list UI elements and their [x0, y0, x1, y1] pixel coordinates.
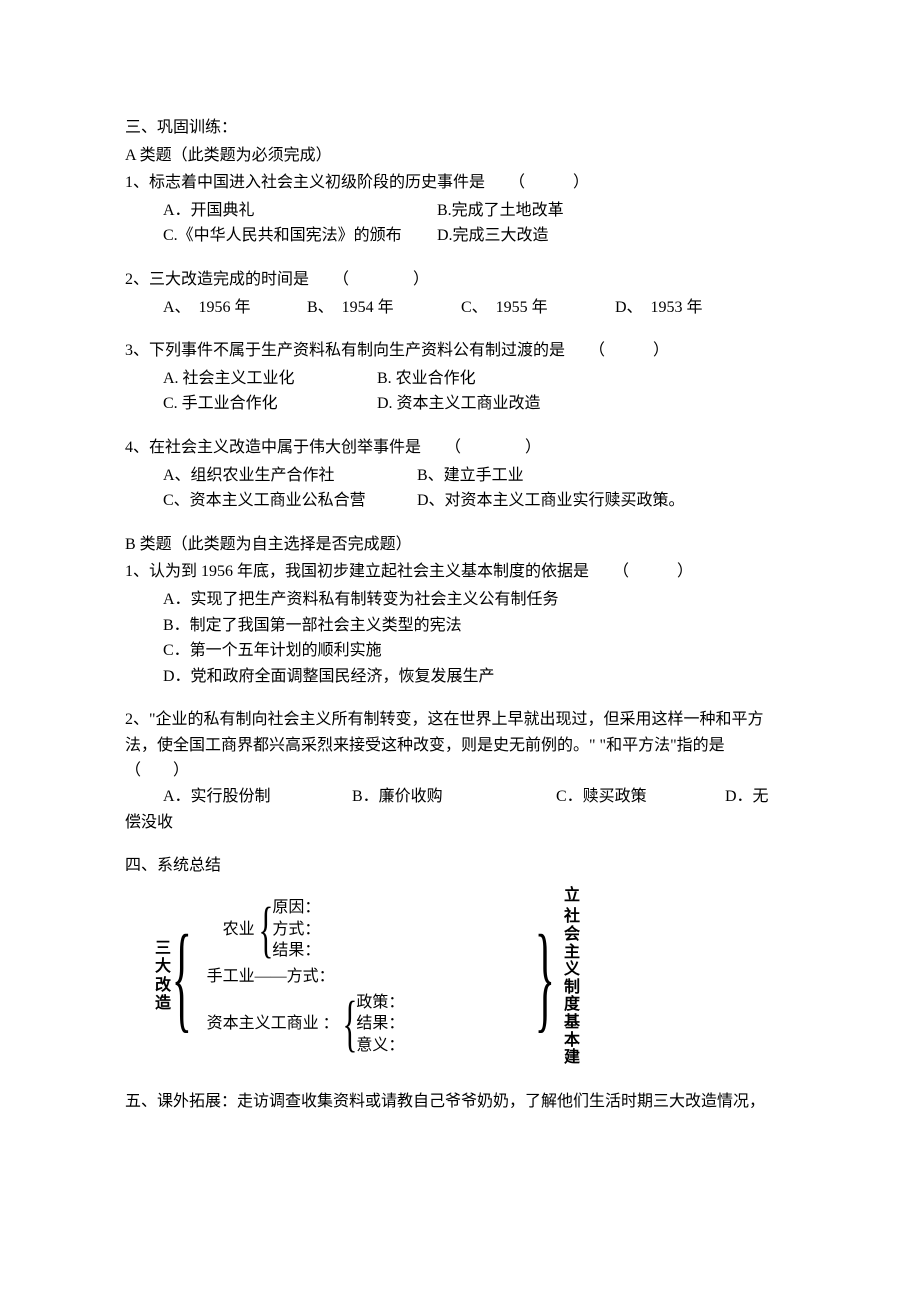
q-a1-opt-a: A．开国典礼	[163, 198, 433, 224]
q-a4-opt-c: C、资本主义工商业公私合营	[163, 488, 413, 514]
nongye-brace-icon: {	[258, 899, 273, 961]
q-b2-tail: 偿没收	[125, 810, 795, 836]
q-a2-text: 2、三大改造完成的时间是 （ ）	[125, 267, 795, 293]
q-a2-opt-b: B、 1954 年	[307, 295, 457, 321]
q-a4-opt-a: A、组织农业生产合作社	[163, 463, 413, 489]
q-a4-opt-b: B、建立手工业	[417, 463, 524, 489]
nongye-reason: 原因：	[272, 897, 320, 919]
q-b2-line1: 2、"企业的私有制向社会主义所有制转变，这在世界上早就出现过，但采用这样一种和平…	[125, 707, 795, 733]
nongye-label: 农业	[193, 917, 259, 943]
r-char-8: 基	[564, 1014, 580, 1032]
q-a2-opt-d: D、 1953 年	[615, 295, 703, 321]
left-brace-icon: {	[172, 917, 192, 1037]
q-b2-opt-c: C．赎买政策	[556, 784, 721, 810]
q-b1-options: A．实现了把生产资料私有制转变为社会主义公有制任务 B．制定了我国第一部社会主义…	[125, 587, 795, 689]
r-char-9: 本	[564, 1032, 580, 1050]
nongye-result: 结果：	[272, 940, 320, 962]
summary-tree: 三 大 改 造 { 农业 { 原因： 方式： 结果： 手工业——方式： 资本主义…	[155, 887, 795, 1067]
r-char-2: 社	[564, 908, 580, 926]
r-char-1: 立	[564, 887, 580, 905]
r-char-6: 制	[564, 979, 580, 997]
q-b1-opt-b: B．制定了我国第一部社会主义类型的宪法	[163, 613, 795, 639]
q-a4-opt-d: D、对资本主义工商业实行赎买政策。	[417, 488, 685, 514]
nongye-method: 方式：	[272, 919, 320, 941]
q-a2-options: A、 1956 年 B、 1954 年 C、 1955 年 D、 1953 年	[125, 295, 795, 321]
ziben-items: 政策： 结果： 意义：	[356, 992, 404, 1057]
r-char-5: 义	[564, 961, 580, 979]
tree-middle: 农业 { 原因： 方式： 结果： 手工业——方式： 资本主义工商业 ： { 政策…	[193, 896, 405, 1057]
q-a3-options: A. 社会主义工业化 B. 农业合作化 C. 手工业合作化 D. 资本主义工商业…	[125, 366, 795, 417]
right-brace-icon: }	[535, 917, 555, 1037]
section-4-heading: 四、系统总结	[125, 853, 795, 879]
ziben-brace-icon: {	[342, 993, 357, 1055]
q-a3-opt-b: B. 农业合作化	[377, 366, 476, 392]
section-3-heading: 三、巩固训练：	[125, 115, 795, 141]
summary-left-char-4: 造	[155, 995, 171, 1013]
q-a1-text: 1、标志着中国进入社会主义初级阶段的历史事件是 （ ）	[125, 170, 795, 196]
q-a1-options: A．开国典礼 B.完成了土地改革 C.《中华人民共和国宪法》的颁布 D.完成三大…	[125, 198, 795, 249]
b-type-heading: B 类题（此类题为自主选择是否完成题）	[125, 532, 795, 558]
shougong-label: 手工业——方式：	[207, 964, 335, 990]
summary-left-char-1: 三	[155, 940, 171, 958]
r-char-7: 度	[564, 996, 580, 1014]
q-b1-text: 1、认为到 1956 年底，我国初步建立起社会主义基本制度的依据是 （ ）	[125, 559, 795, 585]
r-char-3: 会	[564, 926, 580, 944]
q-b1-opt-d: D．党和政府全面调整国民经济，恢复发展生产	[163, 664, 795, 690]
section-5-text: 五、课外拓展：走访调查收集资料或请教自己爷爷奶奶，了解他们生活时期三大改造情况，	[125, 1089, 795, 1115]
ziben-meaning: 意义：	[356, 1035, 404, 1057]
ziben-policy: 政策：	[356, 992, 404, 1014]
q-a1-opt-c: C.《中华人民共和国宪法》的颁布	[163, 223, 433, 249]
r-char-10: 建	[564, 1049, 580, 1067]
q-a3-text: 3、下列事件不属于生产资料私有制向生产资料公有制过渡的是 （ ）	[125, 338, 795, 364]
a-type-heading: A 类题（此类题为必须完成）	[125, 143, 795, 169]
q-b2-opt-d: D．无	[725, 784, 769, 810]
q-a3-opt-a: A. 社会主义工业化	[163, 366, 373, 392]
ziben-label: 资本主义工商业 ：	[193, 1011, 343, 1037]
q-a4-text: 4、在社会主义改造中属于伟大创举事件是 （ ）	[125, 435, 795, 461]
q-b2-opt-b: B．廉价收购	[352, 784, 552, 810]
summary-left-char-2: 大	[155, 958, 171, 976]
q-a3-opt-d: D. 资本主义工商业改造	[377, 391, 541, 417]
q-b1-opt-c: C．第一个五年计划的顺利实施	[163, 638, 795, 664]
tree-row-shougong: 手工业——方式：	[193, 964, 405, 990]
summary-left-char-3: 改	[155, 977, 171, 995]
nongye-items: 原因： 方式： 结果：	[272, 897, 320, 962]
q-a1-opt-d: D.完成三大改造	[437, 223, 549, 249]
q-a2-opt-c: C、 1955 年	[461, 295, 611, 321]
summary-left-label: 三 大 改 造	[155, 940, 171, 1014]
q-b2-line2: 法，使全国工商界都兴高采烈来接受这种改变，则是史无前例的。" "和平方法"指的是	[125, 733, 795, 759]
q-a3-opt-c: C. 手工业合作化	[163, 391, 373, 417]
page-content: 三、巩固训练： A 类题（此类题为必须完成） 1、标志着中国进入社会主义初级阶段…	[0, 0, 920, 1302]
tree-row-nongye: 农业 { 原因： 方式： 结果：	[193, 897, 405, 962]
q-a2-opt-a: A、 1956 年	[163, 295, 303, 321]
summary-right-label: 立 社 会 主 义 制 度 基 本 建	[564, 887, 580, 1067]
q-b1-opt-a: A．实现了把生产资料私有制转变为社会主义公有制任务	[163, 587, 795, 613]
q-b2-line3: （ ）	[125, 758, 795, 784]
tree-row-ziben: 资本主义工商业 ： { 政策： 结果： 意义：	[193, 992, 405, 1057]
r-char-4: 主	[564, 944, 580, 962]
q-b2-options: A．实行股份制 B．廉价收购 C．赎买政策 D．无	[125, 784, 795, 810]
ziben-result: 结果：	[356, 1013, 404, 1035]
summary-right: } 立 社 会 主 义 制 度 基 本 建	[534, 887, 580, 1067]
q-a4-options: A、组织农业生产合作社 B、建立手工业 C、资本主义工商业公私合营 D、对资本主…	[125, 463, 795, 514]
q-a1-opt-b: B.完成了土地改革	[437, 198, 564, 224]
q-b2-opt-a: A．实行股份制	[163, 784, 348, 810]
